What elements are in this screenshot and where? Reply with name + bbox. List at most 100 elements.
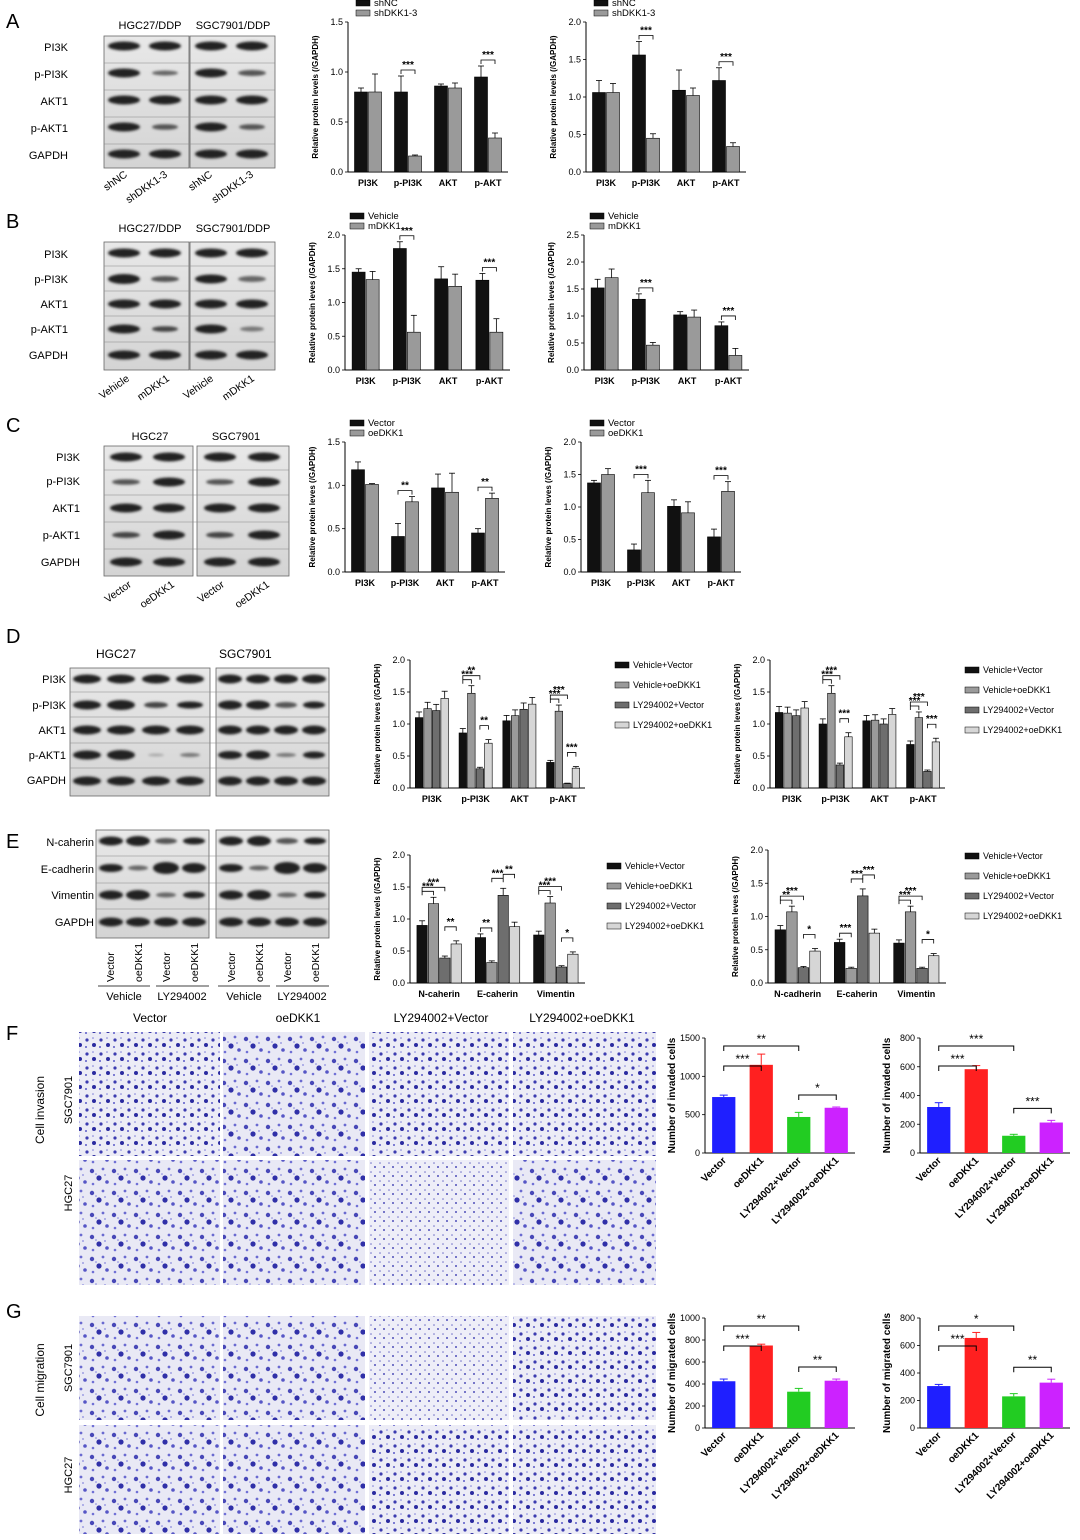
bar — [567, 953, 579, 984]
x-tick-label: AKT — [678, 376, 697, 386]
y-tick-label: 1.0 — [327, 480, 340, 490]
y-tick-label: 1.5 — [566, 284, 579, 294]
bar — [471, 532, 485, 573]
y-axis-label: Relative protein leves (/GAPDH) — [373, 663, 382, 784]
significance-bracket — [723, 1065, 762, 1071]
significance-bracket — [779, 895, 804, 901]
bar — [488, 137, 502, 173]
significance-label: *** — [735, 1332, 749, 1346]
y-tick-label: 200 — [685, 1401, 700, 1411]
significance-bracket — [921, 939, 935, 944]
blot-panel-b: HGC27/DDP SGC7901/DDP PI3K p-PI3K AKT1 p… — [29, 223, 276, 404]
micrograph-images — [79, 1032, 656, 1534]
bar — [862, 720, 871, 789]
bar — [606, 92, 620, 173]
legend-label: Vehicle+Vector — [983, 851, 1043, 861]
y-axis-label: Relative protein levels (/GAPDH) — [311, 35, 320, 158]
bar — [871, 719, 880, 789]
significance-label: *** — [899, 890, 911, 901]
treatment-label: LY294002 — [157, 991, 206, 1003]
x-tick-label: p-AKT — [475, 178, 502, 188]
significance-bracket — [421, 890, 434, 896]
y-axis-label: Relative protein levels (/GAPDH) — [373, 857, 382, 980]
significance-bracket — [938, 1065, 977, 1071]
bar — [673, 314, 687, 371]
bar — [528, 703, 537, 789]
y-tick-label: 600 — [900, 1341, 915, 1351]
significance-label: ** — [401, 481, 409, 492]
blot-row-label: E-cadherin — [41, 864, 94, 876]
bar — [797, 967, 810, 984]
legend-swatch — [606, 882, 622, 890]
legend-swatch — [614, 681, 630, 689]
y-axis-label: Number of migrated cells — [667, 1313, 678, 1433]
y-tick-label: 2.0 — [327, 230, 340, 240]
significance-label: *** — [720, 52, 732, 63]
bar — [467, 692, 476, 789]
bar — [632, 54, 646, 173]
significance-bracket — [909, 701, 928, 706]
panel-letter-e: E — [6, 831, 19, 853]
blot-lane-label: mDKK1 — [220, 373, 257, 404]
x-tick-label: p-PI3K — [627, 578, 656, 588]
legend-label: Vehicle+oeDKK1 — [625, 881, 693, 891]
bar — [533, 934, 545, 984]
y-tick-label: 0.0 — [568, 167, 581, 177]
bar — [445, 491, 459, 573]
significance-bracket — [633, 473, 649, 479]
y-tick-label: 0.5 — [563, 535, 576, 545]
bar — [646, 137, 660, 173]
blot-row-label: GAPDH — [41, 557, 80, 569]
y-tick-label: 0.5 — [327, 331, 340, 341]
significance-label: *** — [851, 869, 863, 880]
x-tick-label: AKT — [510, 794, 529, 804]
bar — [857, 895, 869, 984]
legend-swatch — [964, 706, 980, 714]
significance-label: *** — [492, 868, 504, 879]
bar — [906, 744, 915, 789]
bar — [365, 484, 379, 573]
significance-bracket — [538, 890, 551, 895]
significance-bracket — [798, 1094, 837, 1100]
blot-lane-label: Vector — [195, 578, 227, 605]
bar — [627, 549, 641, 573]
y-axis-label: Relative protein leves (/GAPDH) — [733, 663, 742, 784]
blot-panel-a: HGC27/DDP SGC7901/DDP PI3K p-PI3K AKT1 p… — [29, 20, 276, 206]
blot-lane-label: shDKK1-3 — [124, 169, 170, 206]
x-tick-label: PI3K — [596, 178, 617, 188]
legend-swatch — [964, 666, 980, 674]
bar — [931, 741, 940, 789]
y-tick-label: 0.0 — [327, 365, 340, 375]
y-tick-label: 0.5 — [752, 751, 765, 761]
bar — [672, 89, 686, 173]
bar — [834, 942, 846, 984]
blot-group-label: SGC7901/DDP — [196, 20, 271, 32]
y-tick-label: 1.0 — [568, 92, 581, 102]
bar — [486, 962, 498, 984]
x-tick-label: Vector — [914, 1430, 943, 1459]
bar — [354, 91, 368, 173]
significance-label: *** — [821, 670, 833, 681]
bar — [458, 732, 467, 789]
significance-label: *** — [544, 877, 556, 888]
bar — [450, 943, 462, 984]
blot-lane-label: Vector — [226, 952, 238, 982]
bar — [511, 715, 520, 789]
bar — [405, 501, 419, 573]
y-tick-label: 0.5 — [750, 945, 763, 955]
bar — [800, 707, 809, 789]
y-tick-label: 2.0 — [750, 845, 763, 855]
significance-label: *** — [715, 466, 727, 477]
bar — [484, 742, 493, 789]
significance-label: *** — [640, 278, 652, 289]
bar — [571, 767, 580, 789]
legend-label: LY294002+oeDKK1 — [983, 911, 1062, 921]
bar — [787, 1116, 811, 1153]
significance-bracket — [477, 486, 493, 492]
bar — [546, 762, 555, 789]
y-tick-label: 1.5 — [563, 470, 576, 480]
x-tick-label: p-AKT — [550, 794, 577, 804]
y-tick-label: 400 — [900, 1368, 915, 1378]
y-axis-label: Number of invaded cells — [882, 1037, 893, 1153]
